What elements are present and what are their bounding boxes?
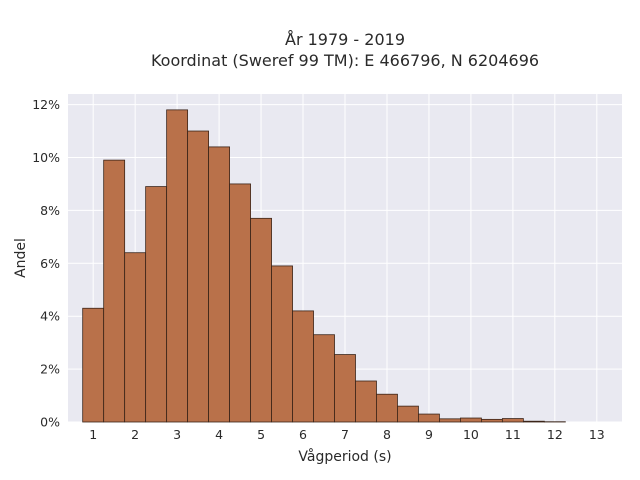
histogram-bar	[501, 418, 524, 423]
y-axis-label: Andel	[13, 238, 29, 278]
histogram-bar	[522, 420, 545, 423]
x-tick-label: 6	[299, 427, 307, 442]
histogram-bar	[418, 413, 440, 423]
histogram-bar	[292, 310, 314, 423]
x-tick-label: 10	[463, 427, 479, 442]
x-tick-label: 13	[589, 427, 605, 442]
x-tick-label: 1	[89, 427, 97, 442]
x-axis-label: Vågperiod (s)	[298, 448, 391, 465]
y-tick-label: 6%	[40, 256, 60, 271]
histogram-bar	[271, 265, 293, 423]
x-tick-label: 12	[547, 427, 563, 442]
y-tick-label: 12%	[32, 97, 60, 112]
x-tick-label: 3	[173, 427, 181, 442]
histogram-bar	[187, 130, 209, 423]
histogram-bar	[460, 417, 482, 423]
histogram-bar	[166, 109, 189, 423]
chart-title-line-1: År 1979 - 2019	[285, 30, 405, 49]
histogram-bar	[355, 380, 377, 423]
x-tick-label: 7	[341, 427, 349, 442]
histogram-bar	[208, 146, 230, 423]
histogram-bar	[313, 334, 335, 423]
x-tick-label: 8	[383, 427, 391, 442]
x-tick-label: 4	[215, 427, 223, 442]
y-tick-label: 0%	[40, 415, 60, 430]
y-tick-label: 10%	[32, 150, 60, 165]
histogram-bar	[229, 183, 251, 423]
x-axis-ticks: 1 2 3 4 5 6 7 8 9 10 11 12 13	[89, 427, 605, 442]
y-axis-ticks: 0% 2% 4% 6% 8% 10% 12%	[32, 97, 60, 429]
histogram-bar	[82, 307, 105, 423]
histogram-bar	[439, 418, 461, 423]
y-tick-label: 8%	[40, 203, 60, 218]
histogram-bar	[481, 418, 503, 423]
histogram-bar	[124, 252, 147, 423]
chart-title-line-2: Koordinat (Sweref 99 TM): E 466796, N 62…	[151, 51, 539, 70]
histogram-bar	[334, 354, 356, 423]
x-tick-label: 9	[425, 427, 433, 442]
histogram-bar	[250, 217, 272, 423]
x-tick-label: 2	[131, 427, 139, 442]
histogram-bar	[145, 186, 168, 423]
y-tick-label: 4%	[40, 309, 60, 324]
histogram-bars	[82, 109, 566, 423]
x-tick-label: 5	[257, 427, 265, 442]
histogram-bar	[397, 405, 419, 423]
histogram-bar	[376, 393, 398, 423]
histogram-bar	[103, 159, 126, 423]
y-tick-label: 2%	[40, 362, 60, 377]
x-tick-label: 11	[505, 427, 521, 442]
